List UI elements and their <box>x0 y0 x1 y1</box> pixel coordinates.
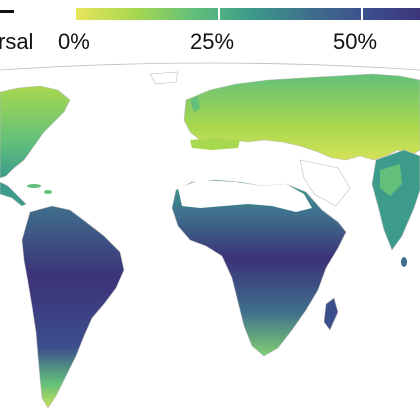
madagascar <box>323 297 339 331</box>
map-frame <box>0 62 420 71</box>
sri-lanka <box>401 257 407 267</box>
india-dry-zone <box>380 164 402 196</box>
world-map <box>0 62 420 409</box>
arctic-island <box>149 71 179 85</box>
legend-dash <box>0 10 14 13</box>
caribbean-island <box>44 190 52 194</box>
caribbean-island <box>27 184 41 188</box>
indian-subcontinent <box>371 149 420 251</box>
legend-title-fragment: rsal <box>0 29 34 54</box>
tick-50: 50% <box>333 29 378 54</box>
british-isles <box>190 96 200 112</box>
south-america <box>21 205 125 409</box>
africa <box>171 179 347 357</box>
color-scale-bar <box>76 8 420 20</box>
tick-25: 25% <box>190 29 235 54</box>
arabian-peninsula <box>299 159 351 207</box>
tick-0: 0% <box>58 29 90 54</box>
central-america <box>0 181 27 207</box>
north-america <box>0 85 71 179</box>
north-africa-coast <box>190 138 240 150</box>
sahara-desert <box>178 180 312 212</box>
